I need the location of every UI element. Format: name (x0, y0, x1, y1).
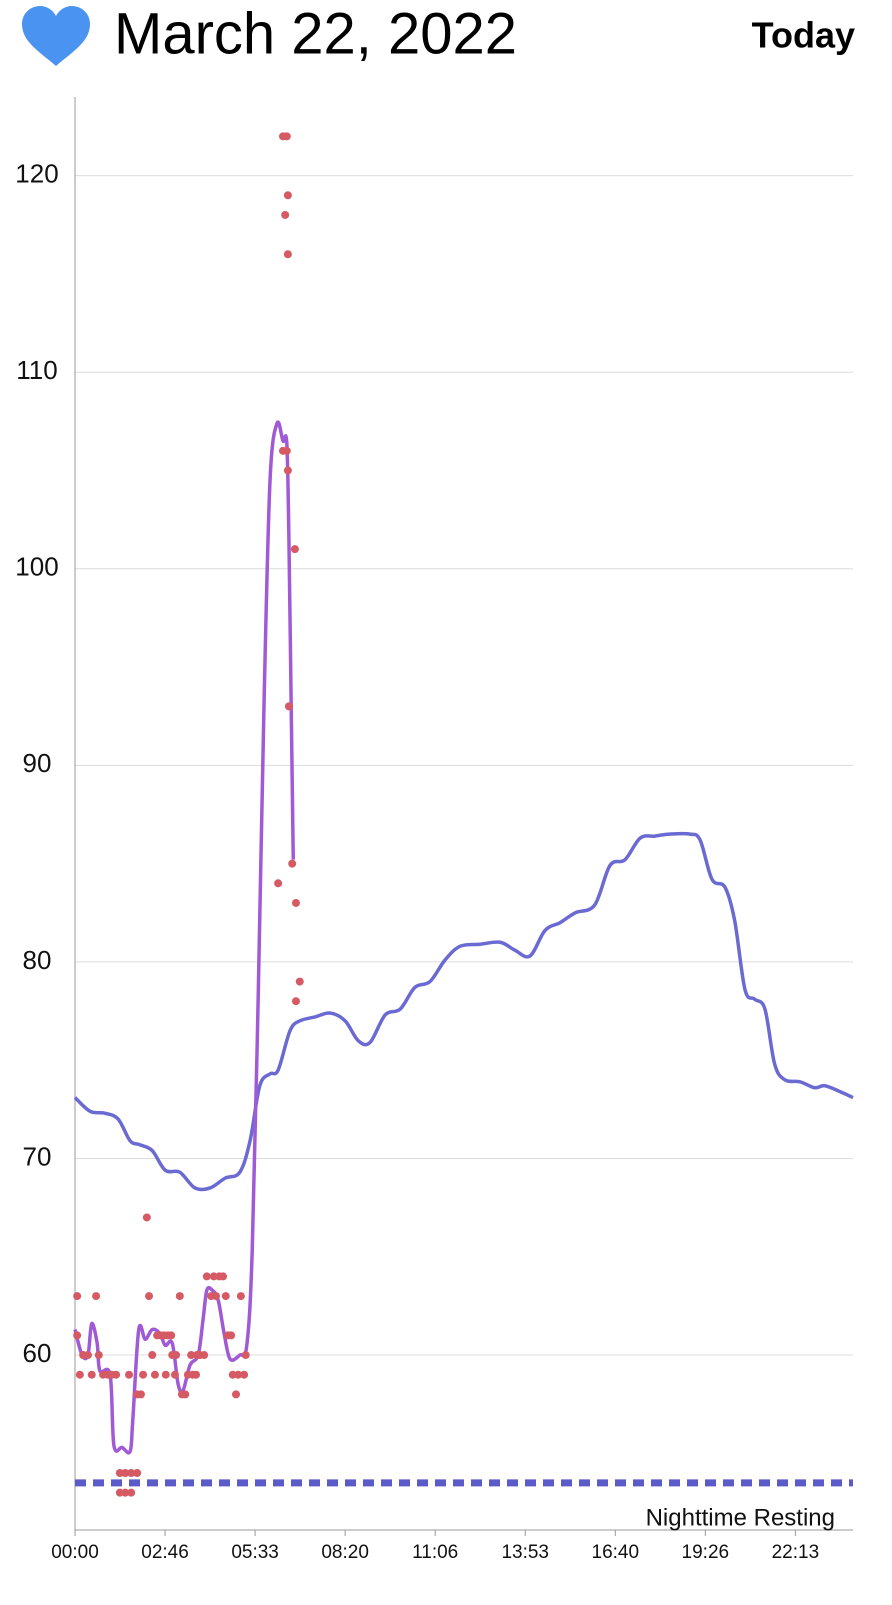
y-tick-label: 80 (23, 945, 52, 975)
data-point (291, 898, 300, 907)
data-line (73, 420, 296, 1455)
data-point (282, 132, 291, 141)
x-tick-label: 19:26 (682, 1542, 730, 1563)
data-point (283, 191, 292, 200)
data-point (227, 1331, 236, 1340)
y-tick-label: 70 (23, 1141, 52, 1171)
data-point (75, 1370, 84, 1379)
x-tick-label: 11:06 (412, 1542, 458, 1563)
data-point (221, 1292, 230, 1301)
data-point (288, 859, 297, 868)
data-point (282, 446, 291, 455)
data-point (142, 1213, 151, 1222)
data-point (94, 1351, 103, 1360)
data-point (200, 1351, 209, 1360)
x-tick-label: 22:13 (772, 1542, 820, 1563)
data-point (127, 1468, 136, 1477)
x-tick-label: 13:53 (501, 1542, 549, 1563)
data-point (139, 1370, 148, 1379)
y-tick-label: 90 (23, 748, 52, 778)
today-button[interactable]: Today (752, 15, 855, 56)
data-point (212, 1292, 221, 1301)
data-point (92, 1292, 101, 1301)
data-point (83, 1351, 92, 1360)
plot: 60 70 80 90 100 110 120 00:00 02:46 05:33 08:20 11:… (15, 97, 854, 1563)
data-point (121, 1468, 130, 1477)
y-tick-label: 60 (23, 1338, 52, 1368)
data-point (234, 1370, 243, 1379)
data-point (87, 1370, 96, 1379)
reference-label: Nighttime Resting (646, 1504, 835, 1531)
x-tick-label: 16:40 (592, 1542, 640, 1563)
data-point (202, 1272, 211, 1281)
data-point (145, 1292, 154, 1301)
data-point (232, 1390, 241, 1399)
date-title: March 22, 2022 (114, 1, 517, 66)
heart-icon (22, 6, 90, 66)
data-point (291, 997, 300, 1006)
data-point (125, 1370, 134, 1379)
data-point (290, 545, 299, 554)
x-tick-label: 00:00 (51, 1542, 99, 1563)
data-point (167, 1331, 176, 1340)
data-point (295, 977, 304, 986)
data-point (112, 1370, 121, 1379)
data-point (73, 1292, 82, 1301)
data-point (148, 1351, 157, 1360)
data-point (133, 1468, 142, 1477)
data-point (274, 879, 283, 888)
y-tick-label: 120 (15, 159, 58, 189)
y-tick-label: 110 (16, 355, 57, 385)
data-point (281, 210, 290, 219)
data-point (161, 1370, 170, 1379)
data-line (73, 831, 854, 1192)
data-point (175, 1292, 184, 1301)
data-point (240, 1370, 249, 1379)
data-point (150, 1370, 159, 1379)
data-point (284, 702, 293, 711)
data-point (283, 466, 292, 475)
x-tick-label: 08:20 (321, 1542, 369, 1563)
data-point (219, 1272, 228, 1281)
data-point (181, 1390, 190, 1399)
data-point (241, 1351, 250, 1360)
data-point (283, 250, 292, 259)
data-point (192, 1370, 201, 1379)
data-point (172, 1351, 181, 1360)
data-point (121, 1488, 130, 1497)
data-point (127, 1488, 136, 1497)
y-tick-label: 100 (15, 552, 58, 582)
x-tick-label: 05:33 (231, 1542, 279, 1563)
data-point (170, 1370, 179, 1379)
data-point (236, 1292, 245, 1301)
data-point (73, 1331, 82, 1340)
data-point (187, 1351, 196, 1360)
x-tick-label: 02:46 (141, 1542, 189, 1563)
data-point (136, 1390, 145, 1399)
